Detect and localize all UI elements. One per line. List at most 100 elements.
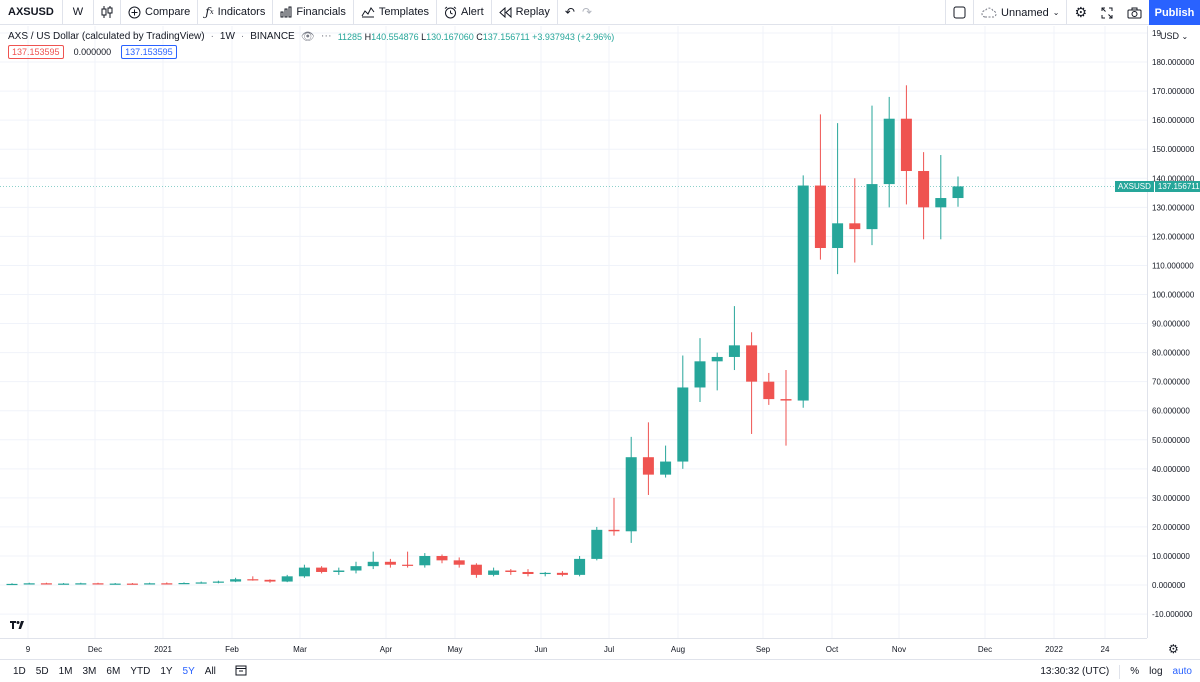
candlestick-chart[interactable] (0, 26, 1147, 638)
range-button-all[interactable]: All (204, 665, 216, 677)
more-icon[interactable]: ··· (320, 30, 332, 42)
currency-select[interactable]: USD ⌄ (1160, 31, 1188, 41)
range-button-ytd[interactable]: YTD (130, 665, 151, 677)
symbol-search[interactable]: AXSUSD (8, 6, 54, 18)
range-button-1y[interactable]: 1Y (160, 665, 173, 677)
buy-price-box[interactable]: 137.153595 (121, 45, 177, 59)
price-scale[interactable]: 19 180.000000 170.000000 160.000000 150.0000… (1147, 26, 1200, 638)
time-tick-label: Apr (380, 645, 393, 654)
candle-body[interactable] (384, 561, 396, 565)
candle-body[interactable] (797, 185, 809, 401)
candle-body[interactable] (316, 567, 328, 572)
chart-style-button[interactable] (94, 0, 120, 25)
eye-icon[interactable]: 👁 (300, 31, 315, 43)
candle-body[interactable] (367, 561, 379, 567)
candle-body[interactable] (230, 579, 242, 582)
candle-body[interactable] (212, 581, 224, 583)
percent-toggle[interactable]: % (1130, 666, 1140, 677)
candle-body[interactable] (935, 198, 947, 208)
candle-body[interactable] (453, 560, 465, 565)
symbol-title[interactable]: AXS / US Dollar (calculated by TradingVi… (8, 31, 205, 42)
log-toggle[interactable]: log (1149, 666, 1163, 677)
candle-body[interactable] (247, 579, 259, 581)
auto-toggle[interactable]: auto (1172, 666, 1192, 677)
candle-body[interactable] (728, 345, 740, 357)
scale-settings-gear-icon[interactable]: ⚙ (1168, 642, 1179, 656)
candle-body[interactable] (539, 572, 551, 575)
snapshot-button[interactable] (1120, 0, 1149, 25)
candle-body[interactable] (178, 583, 190, 585)
date-range-picker-button[interactable] (235, 664, 247, 679)
range-button-5d[interactable]: 5D (35, 665, 49, 677)
candle-body[interactable] (746, 345, 758, 382)
candle-body[interactable] (814, 185, 826, 249)
interval-button[interactable]: W (72, 6, 84, 18)
candle-body[interactable] (642, 457, 654, 475)
candle-body[interactable] (402, 564, 414, 566)
candle-body[interactable] (711, 356, 723, 362)
fullscreen-box-button[interactable] (946, 0, 973, 25)
candle-body[interactable] (126, 583, 138, 585)
clock-time[interactable]: 13:30:32 (UTC) (1040, 666, 1110, 677)
candle-body[interactable] (608, 529, 620, 532)
candle-body[interactable] (677, 387, 689, 462)
publish-button[interactable]: Publish (1149, 0, 1200, 25)
candle-body[interactable] (144, 583, 156, 585)
candle-body[interactable] (574, 558, 586, 575)
candle-body[interactable] (92, 583, 104, 585)
candle-body[interactable] (763, 381, 775, 400)
candle-body[interactable] (6, 583, 18, 586)
candle-body[interactable] (849, 223, 861, 230)
templates-button[interactable]: Templates (354, 0, 436, 25)
candle-body[interactable] (23, 583, 35, 585)
replay-button[interactable]: Replay (492, 0, 557, 25)
candle-body[interactable] (694, 361, 706, 388)
candle-body[interactable] (109, 583, 121, 585)
candle-body[interactable] (952, 186, 964, 199)
time-axis[interactable]: 9 Dec 2021 Feb Mar Apr May Jun Jul Aug Sep Oct Nov De… (0, 638, 1147, 658)
candle-body[interactable] (591, 529, 603, 559)
candle-body[interactable] (660, 461, 672, 475)
candle-body[interactable] (780, 399, 792, 401)
candle-body[interactable] (918, 171, 930, 208)
range-button-1d[interactable]: 1D (13, 665, 26, 677)
range-button-3m[interactable]: 3M (82, 665, 97, 677)
candle-body[interactable] (195, 582, 207, 584)
candle-body[interactable] (333, 570, 345, 572)
candle-body[interactable] (419, 555, 431, 566)
templates-label: Templates (378, 6, 430, 18)
settings-button[interactable]: ⚙ (1067, 0, 1094, 25)
candle-body[interactable] (281, 576, 293, 582)
compare-button[interactable]: Compare (121, 0, 197, 25)
range-button-6m[interactable]: 6M (106, 665, 121, 677)
candle-body[interactable] (556, 572, 568, 575)
candle-body[interactable] (522, 571, 534, 575)
candle-body[interactable] (264, 579, 276, 582)
candle-body[interactable] (488, 570, 500, 575)
candle-body[interactable] (298, 567, 310, 577)
candle-body[interactable] (866, 184, 878, 230)
candle-body[interactable] (832, 223, 844, 249)
undo-button[interactable]: ↶ (558, 0, 582, 25)
financials-button[interactable]: Financials (273, 0, 353, 25)
candle-body[interactable] (900, 118, 912, 172)
sell-price-box[interactable]: 137.153595 (8, 45, 64, 59)
candle-body[interactable] (40, 583, 52, 585)
candle-body[interactable] (350, 566, 362, 571)
range-button-1m[interactable]: 1M (58, 665, 73, 677)
alert-button[interactable]: Alert (437, 0, 491, 25)
candle-body[interactable] (75, 583, 87, 585)
candle-body[interactable] (161, 583, 173, 585)
price-boxes: 137.153595 0.000000 137.153595 (8, 45, 177, 59)
candle-body[interactable] (883, 118, 895, 185)
redo-button[interactable]: ↷ (582, 0, 599, 25)
candle-body[interactable] (505, 570, 517, 572)
candle-body[interactable] (470, 564, 482, 575)
layout-menu[interactable]: Unnamed ⌄ (974, 0, 1066, 25)
fullscreen-button[interactable] (1094, 0, 1120, 25)
candle-body[interactable] (436, 555, 448, 561)
range-button-5y[interactable]: 5Y (182, 665, 195, 677)
candle-body[interactable] (58, 583, 70, 585)
candle-body[interactable] (625, 457, 637, 532)
